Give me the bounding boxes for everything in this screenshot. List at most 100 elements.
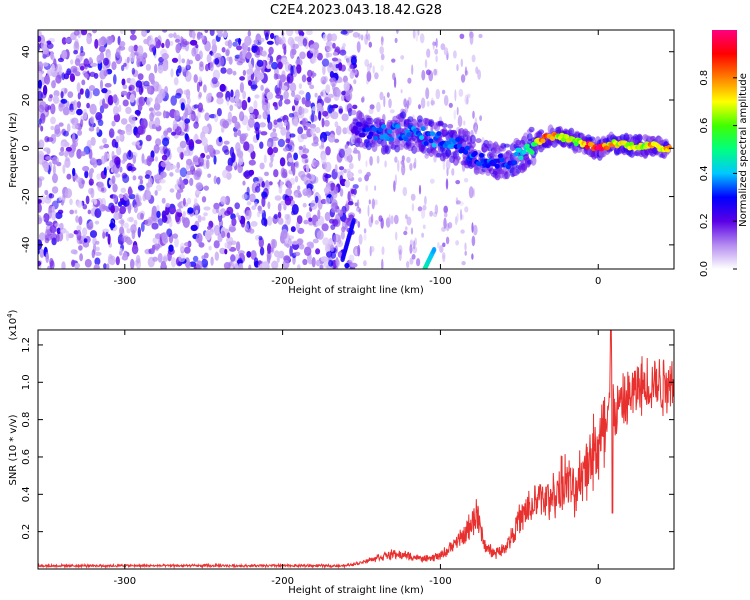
heatmap-cell (289, 82, 297, 93)
heatmap-cell (138, 85, 143, 96)
heatmap-cell (176, 161, 181, 170)
heatmap-cell (195, 209, 199, 219)
heatmap-cell (277, 61, 283, 70)
heatmap-cell (410, 227, 414, 235)
heatmap-cell (257, 72, 265, 81)
snr-y-label: SNR (10 * v/v) (8, 414, 19, 485)
heatmap-cell (88, 85, 96, 91)
heatmap-cell (181, 58, 186, 64)
heatmap-cell (107, 95, 114, 106)
heatmap-cell (104, 83, 112, 88)
heatmap-cell (211, 38, 217, 46)
heatmap-cell (340, 94, 345, 102)
heatmap-cell (425, 69, 431, 76)
heatmap-cell (310, 113, 315, 123)
snr-panel: -300 -200 -100 0 0.2 0.4 0.6 0.8 1.0 1.2 Height … (6, 309, 675, 596)
heatmap-cell (560, 137, 567, 143)
heatmap-cell (184, 246, 191, 254)
heatmap-cell (445, 148, 452, 158)
heatmap-cell (102, 231, 106, 239)
heatmap-cell (86, 222, 94, 231)
heatmap-cell (76, 229, 82, 241)
heatmap-cell (273, 119, 278, 125)
heatmap-cell (207, 144, 214, 153)
heatmap-cell (96, 54, 102, 64)
x-tick-label: -100 (429, 576, 452, 587)
heatmap-cell (77, 92, 81, 100)
heatmap-cell (209, 61, 214, 72)
heatmap-cell (102, 137, 107, 144)
heatmap-cell (429, 131, 436, 137)
heatmap-cell (477, 161, 483, 167)
heatmap-cell (347, 201, 354, 206)
heatmap-cell (505, 164, 511, 170)
heatmap-cell (113, 74, 117, 85)
heatmap-cell (178, 176, 183, 186)
heatmap-cell (431, 142, 437, 148)
heatmap-cell (358, 33, 361, 40)
heatmap-cell (88, 57, 92, 62)
heatmap-cell (82, 204, 88, 210)
heatmap-cell (327, 133, 336, 143)
heatmap-cell (219, 83, 226, 92)
heatmap-cell (248, 117, 255, 128)
heatmap-cell (410, 193, 416, 201)
heatmap-cell (441, 252, 446, 260)
heatmap-cell (61, 72, 65, 81)
heatmap-cell (472, 187, 475, 198)
heatmap-cell (336, 88, 341, 98)
heatmap-cell (224, 248, 228, 255)
heatmap-cell (40, 113, 46, 124)
heatmap-cell (121, 200, 126, 206)
heatmap-cell (421, 232, 424, 238)
heatmap-cell (253, 100, 258, 110)
heatmap-cell (287, 36, 295, 46)
heatmap-cell (76, 101, 81, 109)
heatmap-cell (406, 132, 412, 138)
heatmap-cell (79, 65, 85, 71)
heatmap-cell (101, 187, 105, 192)
heatmap-cell (453, 50, 457, 59)
heatmap-cell (321, 153, 327, 165)
heatmap-cell (352, 184, 359, 189)
heatmap-cell (333, 186, 339, 195)
heatmap-cell (145, 63, 152, 71)
heatmap-cell (58, 151, 65, 156)
heatmap-cell (82, 108, 88, 120)
heatmap-cell (206, 225, 212, 230)
heatmap-cell (213, 202, 220, 210)
heatmap-cell (216, 97, 224, 105)
heatmap-cell (342, 75, 348, 83)
heatmap-cell (38, 232, 46, 241)
heatmap-cell (118, 193, 124, 199)
heatmap-cell (112, 183, 118, 193)
heatmap-cell (259, 122, 266, 128)
heatmap-cell (73, 30, 80, 36)
heatmap-cell (123, 222, 129, 229)
heatmap-cell (191, 30, 196, 40)
heatmap-cell (451, 168, 455, 176)
heatmap-cell (358, 208, 362, 214)
heatmap-cell (179, 242, 185, 252)
heatmap-cell (83, 238, 88, 243)
heatmap-cell (178, 201, 182, 210)
heatmap-cell (73, 262, 81, 269)
heatmap-cell (350, 109, 357, 116)
heatmap-cell (464, 145, 470, 151)
heatmap-cell (328, 62, 333, 68)
heatmap-cell (125, 127, 133, 136)
heatmap-cell (352, 125, 358, 131)
heatmap-cell (138, 139, 143, 146)
heatmap-cell (231, 261, 235, 268)
heatmap-cell (110, 205, 115, 214)
heatmap-cell (256, 59, 264, 67)
heatmap-cell (227, 244, 232, 250)
heatmap-cell (513, 151, 519, 157)
heatmap-cell (363, 228, 367, 234)
heatmap-cell (58, 122, 64, 127)
heatmap-cell (119, 166, 123, 173)
y-tick-label: -40 (21, 237, 32, 253)
heatmap-cell (228, 56, 233, 65)
heatmap-cell (270, 155, 274, 163)
heatmap-cell (193, 104, 199, 109)
